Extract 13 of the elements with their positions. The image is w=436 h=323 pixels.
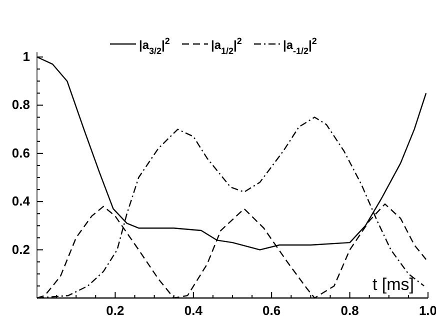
y-tick-label: 0.4	[12, 194, 31, 209]
y-tick-label: 0.8	[12, 97, 30, 112]
y-tick-label: 0.2	[12, 242, 30, 257]
x-tick-label: 0.2	[106, 303, 124, 318]
x-tick-label: 0.4	[184, 303, 204, 318]
legend-label: |a$_{1/2}$|$^{2}$	[211, 36, 242, 56]
x-tick-label: 0.6	[262, 303, 281, 318]
y-tick-label: 1	[22, 49, 30, 64]
legend-label: |a$_{3/2}$|$^{2}$	[139, 36, 170, 56]
y-tick-label: 0.6	[12, 145, 30, 160]
x-tick-label: 0.8	[340, 303, 359, 318]
legend-label: |a$_{-1/2}$|$^{2}$	[283, 36, 317, 56]
x-axis-title: t [ms]	[372, 275, 414, 294]
